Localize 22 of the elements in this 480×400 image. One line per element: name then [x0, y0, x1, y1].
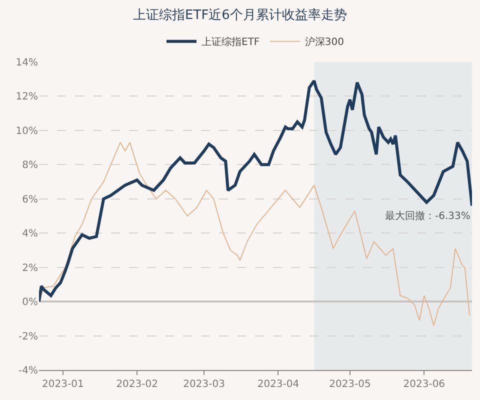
x-tick-label: 2023-01: [42, 379, 84, 390]
x-tick-label: 2023-04: [257, 379, 300, 390]
x-tick-label: 2023-02: [116, 379, 158, 390]
x-tick-label: 2023-03: [183, 379, 225, 390]
y-tick-label: 4%: [22, 228, 38, 240]
line-series: [39, 79, 472, 304]
line-series: [39, 142, 470, 326]
y-tick-label: 2%: [22, 262, 38, 274]
y-tick-label: 12%: [16, 92, 38, 103]
y-tick-label: -2%: [18, 331, 38, 342]
legend-label: 上证综指ETF: [202, 36, 260, 48]
chart-title: 上证综指ETF近6个月累计收益率走势: [133, 7, 347, 24]
legend-label: 沪深300: [304, 36, 344, 48]
y-tick-label: 0%: [22, 297, 38, 308]
y-tick-label: 8%: [22, 160, 38, 172]
x-tick-label: 2023-06: [403, 379, 446, 390]
x-tick-label: 2023-05: [329, 379, 371, 390]
y-tick-label: 14%: [16, 58, 38, 68]
band-label: 最大回撤：-6.33%: [385, 210, 470, 222]
y-tick-label: -4%: [18, 366, 38, 376]
y-tick-label: 6%: [22, 194, 38, 206]
y-tick-label: 10%: [16, 126, 38, 137]
